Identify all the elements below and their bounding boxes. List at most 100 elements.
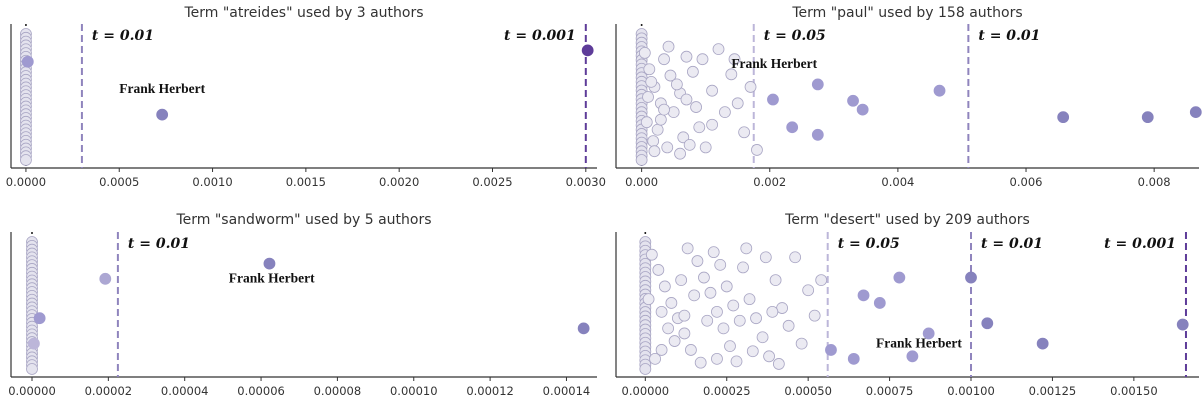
threshold-label: t = 0.001 xyxy=(504,28,576,44)
data-point xyxy=(731,97,744,110)
data-point xyxy=(655,344,668,356)
data-point xyxy=(642,91,654,103)
data-point xyxy=(847,94,859,107)
data-point xyxy=(680,50,693,63)
data-point xyxy=(808,309,821,322)
chart-panel-3: Term "sandworm" used by 5 authors 0.00000… xyxy=(8,212,597,398)
x-tick-label: 0.00010 xyxy=(390,384,438,398)
data-point xyxy=(776,302,789,314)
data-point xyxy=(674,147,686,160)
data-point xyxy=(654,113,667,126)
data-point xyxy=(26,363,38,375)
data-point xyxy=(719,106,731,119)
data-point xyxy=(706,118,718,131)
data-point xyxy=(658,280,671,293)
data-point xyxy=(772,358,785,370)
data-point xyxy=(766,305,779,318)
data-point xyxy=(717,322,730,335)
data-point xyxy=(724,340,736,353)
x-tick-label: 0.00000 xyxy=(8,384,56,398)
x-tick-label: 0.00008 xyxy=(314,384,362,398)
data-point xyxy=(1141,111,1154,124)
data-point xyxy=(33,312,46,325)
data-point xyxy=(651,123,664,136)
data-point xyxy=(677,131,690,144)
chart-panel-2: Term "paul" used by 158 authors 0.000 0.00… xyxy=(615,5,1202,189)
data-point xyxy=(652,264,665,276)
x-tick-label: 0.00100 xyxy=(947,384,995,398)
threshold-label: t = 0.001 xyxy=(1104,236,1176,252)
data-point xyxy=(759,251,772,264)
data-point xyxy=(638,47,651,59)
chart-panel-1: Term "atreides" used by 3 authors 0.0000 0… xyxy=(6,5,606,189)
x-tick-label: 0.00002 xyxy=(85,384,133,398)
threshold-label: t = 0.01 xyxy=(978,28,1040,44)
data-point xyxy=(767,93,779,106)
x-tick-label: 0.00012 xyxy=(466,384,514,398)
data-point xyxy=(658,103,670,116)
chart-title: Term "paul" used by 158 authors xyxy=(791,5,1022,21)
data-point xyxy=(740,242,753,255)
chart-title: Term "sandworm" used by 5 authors xyxy=(175,212,431,228)
x-tick-label: 0.000 xyxy=(625,175,658,189)
x-tick-label: 0.0005 xyxy=(99,175,139,189)
data-point xyxy=(581,44,594,57)
data-point xyxy=(750,312,762,325)
data-point xyxy=(670,78,683,91)
threshold-label: t = 0.05 xyxy=(838,236,900,252)
data-point xyxy=(711,352,723,365)
x-tick-label: 0.00025 xyxy=(703,384,751,398)
x-tick-label: 0.00150 xyxy=(1110,384,1158,398)
data-point xyxy=(756,331,769,344)
chart-title: Term "desert" used by 209 authors xyxy=(784,212,1030,228)
data-point xyxy=(727,299,740,312)
data-point xyxy=(733,314,746,327)
data-point xyxy=(1036,337,1049,350)
data-point xyxy=(640,116,653,129)
x-tick-label: 0.00050 xyxy=(784,384,832,398)
data-point xyxy=(965,271,977,284)
threshold-label: t = 0.01 xyxy=(128,236,190,252)
data-point xyxy=(711,305,723,318)
data-point xyxy=(786,121,799,134)
data-point xyxy=(699,141,712,154)
data-point xyxy=(738,126,751,139)
data-point xyxy=(728,53,741,66)
data-point xyxy=(704,286,717,299)
x-tick-label: 0.00125 xyxy=(1029,384,1077,398)
data-point xyxy=(665,297,678,309)
x-tick-label: 0.002 xyxy=(753,175,786,189)
data-point xyxy=(664,69,677,82)
data-point xyxy=(698,271,710,284)
data-point xyxy=(694,356,707,369)
data-point xyxy=(712,43,725,56)
data-point xyxy=(649,352,661,365)
x-tick-label: 0.00014 xyxy=(543,384,591,398)
data-point xyxy=(661,141,674,154)
data-point xyxy=(746,345,759,358)
data-point xyxy=(678,309,691,322)
data-point xyxy=(847,352,860,365)
data-point xyxy=(795,337,808,350)
x-tick-label: 0.0000 xyxy=(6,175,46,189)
chart-title: Term "atreides" used by 3 authors xyxy=(183,5,423,21)
data-point xyxy=(856,103,869,116)
data-point xyxy=(690,101,702,113)
data-point xyxy=(725,68,738,81)
data-point xyxy=(678,327,691,340)
data-point xyxy=(815,274,828,287)
data-point xyxy=(751,144,763,156)
data-point xyxy=(643,63,656,76)
data-point xyxy=(789,251,802,264)
data-point xyxy=(662,322,675,335)
data-point xyxy=(981,317,994,330)
data-point xyxy=(668,335,681,347)
data-point xyxy=(720,280,733,293)
annotation-label: Frank Herbert xyxy=(119,81,205,96)
x-tick-label: 0.00075 xyxy=(866,384,914,398)
annotation-label: Frank Herbert xyxy=(731,56,817,71)
data-point xyxy=(686,65,699,78)
threshold-label: t = 0.01 xyxy=(981,236,1043,252)
x-tick-label: 0.0020 xyxy=(379,175,419,189)
